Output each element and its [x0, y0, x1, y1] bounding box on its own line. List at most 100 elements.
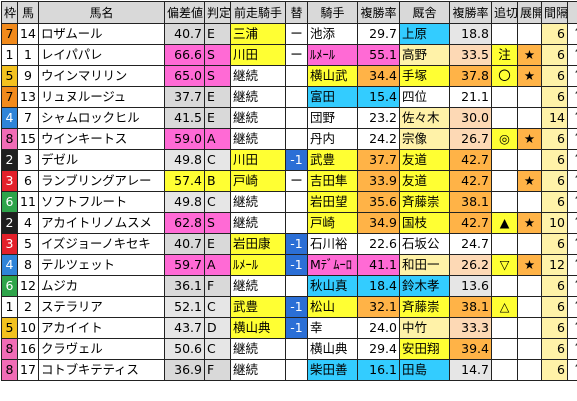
- jockey-rate: 16.1: [358, 360, 400, 381]
- grade-value: C: [205, 192, 231, 213]
- oikiri-mark: [492, 360, 518, 381]
- horse-name: シャムロックヒル: [39, 108, 165, 129]
- hensa-value: 49.8: [165, 192, 205, 213]
- interval-weeks: 6: [542, 234, 568, 255]
- level-arrow: [568, 192, 577, 213]
- jockey-rate: 15.4: [358, 87, 400, 108]
- jockey-name: 富田: [308, 87, 358, 108]
- grade-value: S: [205, 45, 231, 66]
- jockey-name: 池添: [308, 24, 358, 45]
- oikiri-mark: [492, 108, 518, 129]
- stable-rate: 18.8: [450, 24, 492, 45]
- header-jockey: 騎手: [308, 2, 358, 24]
- prev-jockey: 武豊: [231, 297, 286, 318]
- change-mark: -1: [286, 255, 308, 276]
- header-interval: 間隔: [542, 2, 568, 24]
- grade-value: C: [205, 339, 231, 360]
- grade-value: B: [205, 171, 231, 192]
- grade-value: A: [205, 255, 231, 276]
- header-prev-jockey: 前走騎手: [231, 2, 286, 24]
- stable-rate: 30.0: [450, 108, 492, 129]
- header-waku: 枠: [2, 2, 18, 24]
- change-mark: [286, 87, 308, 108]
- stable-rate: 42.7: [450, 213, 492, 234]
- hensa-value: 59.0: [165, 129, 205, 150]
- prev-jockey: 継続: [231, 192, 286, 213]
- hensa-value: 36.1: [165, 276, 205, 297]
- race-table: 枠 馬 馬名 偏差値 判定 前走騎手 替 騎手 複勝率 厩舎 複勝率 追切 展開…: [1, 1, 577, 381]
- waku-cell: 3: [2, 234, 18, 255]
- header-stable-rate: 複勝率: [450, 2, 492, 24]
- interval-weeks: 6: [542, 297, 568, 318]
- header-jockey-rate: 複勝率: [358, 2, 400, 24]
- tenkai-mark: [518, 234, 542, 255]
- grade-value: S: [205, 213, 231, 234]
- level-arrow: [568, 318, 577, 339]
- horse-number: 12: [18, 276, 39, 297]
- horse-name: テルツェット: [39, 255, 165, 276]
- prev-jockey: 継続: [231, 339, 286, 360]
- level-arrow: [568, 255, 577, 276]
- horse-number: 4: [18, 213, 39, 234]
- stable-rate: 33.5: [450, 45, 492, 66]
- horse-number: 11: [18, 192, 39, 213]
- grade-value: A: [205, 129, 231, 150]
- jockey-rate: 24.2: [358, 129, 400, 150]
- prev-jockey: ﾙﾒｰﾙ: [231, 255, 286, 276]
- horse-number: 16: [18, 339, 39, 360]
- change-mark: ー: [286, 45, 308, 66]
- hensa-value: 50.6: [165, 339, 205, 360]
- prev-jockey: 継続: [231, 108, 286, 129]
- interval-weeks: 6: [542, 66, 568, 87]
- header-horse-name: 馬名: [39, 2, 165, 24]
- hensa-value: 59.7: [165, 255, 205, 276]
- stable-rate: 26.2: [450, 255, 492, 276]
- horse-name: デゼル: [39, 150, 165, 171]
- horse-number: 3: [18, 150, 39, 171]
- waku-cell: 8: [2, 129, 18, 150]
- hensa-value: 36.9: [165, 360, 205, 381]
- jockey-name: 武豊: [308, 150, 358, 171]
- horse-name: クラヴェル: [39, 339, 165, 360]
- waku-cell: 5: [2, 66, 18, 87]
- tenkai-mark: [518, 297, 542, 318]
- stable-rate: 21.1: [450, 87, 492, 108]
- change-mark: ー: [286, 171, 308, 192]
- change-mark: -1: [286, 318, 308, 339]
- jockey-rate: 22.6: [358, 234, 400, 255]
- jockey-name: ﾙﾒｰﾙ: [308, 45, 358, 66]
- interval-weeks: 10: [542, 213, 568, 234]
- horse-number: 15: [18, 129, 39, 150]
- hensa-value: 41.5: [165, 108, 205, 129]
- horse-number: 1: [18, 45, 39, 66]
- stable-name: 斉藤崇: [400, 297, 450, 318]
- change-mark: [286, 66, 308, 87]
- tenkai-mark: ★: [518, 129, 542, 150]
- horse-name: リュヌルージュ: [39, 87, 165, 108]
- waku-cell: 2: [2, 213, 18, 234]
- oikiri-mark: △: [492, 297, 518, 318]
- stable-rate: 38.1: [450, 192, 492, 213]
- hensa-value: 52.1: [165, 297, 205, 318]
- jockey-name: 団野: [308, 108, 358, 129]
- header-grade: 判定: [205, 2, 231, 24]
- grade-value: E: [205, 87, 231, 108]
- stable-name: 佐々木: [400, 108, 450, 129]
- level-arrow: [568, 171, 577, 192]
- stable-rate: 42.7: [450, 150, 492, 171]
- stable-rate: 26.7: [450, 129, 492, 150]
- hensa-value: 37.7: [165, 87, 205, 108]
- hensa-value: 65.0: [165, 66, 205, 87]
- level-arrow: [568, 129, 577, 150]
- waku-cell: 3: [2, 171, 18, 192]
- stable-name: 友道: [400, 171, 450, 192]
- jockey-rate: 35.6: [358, 192, 400, 213]
- jockey-name: 秋山真: [308, 276, 358, 297]
- grade-value: E: [205, 24, 231, 45]
- level-arrow: [568, 150, 577, 171]
- stable-name: 国枝: [400, 213, 450, 234]
